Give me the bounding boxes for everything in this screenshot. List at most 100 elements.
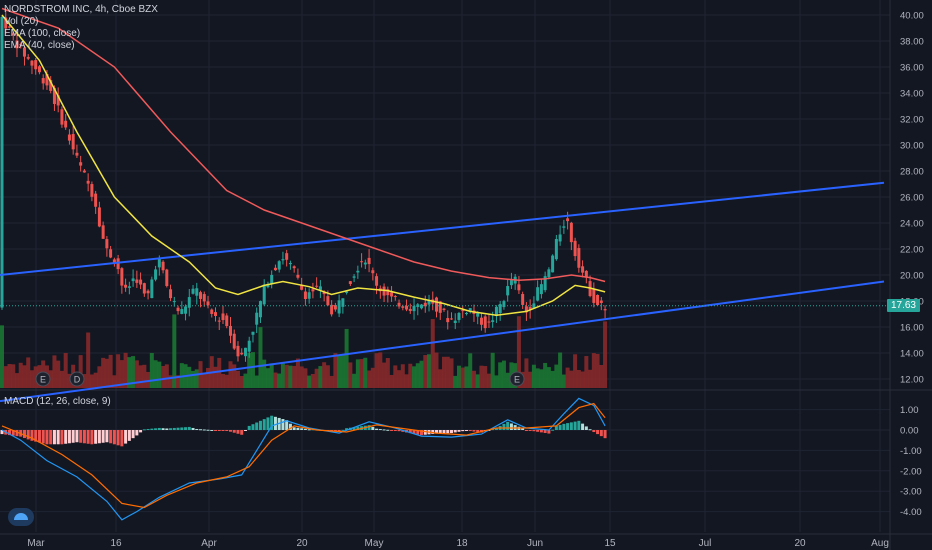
event-marker[interactable]: D bbox=[69, 371, 85, 387]
candle-body bbox=[210, 309, 214, 314]
candle-body bbox=[341, 298, 345, 307]
macd-histogram-bar bbox=[97, 430, 101, 444]
candle-body bbox=[67, 134, 71, 141]
macd-histogram-bar bbox=[468, 430, 472, 432]
candle-body bbox=[240, 352, 244, 355]
candle-body bbox=[363, 262, 367, 265]
macd-histogram-bar bbox=[438, 430, 442, 434]
event-marker[interactable]: E bbox=[35, 371, 51, 387]
candle-body bbox=[296, 274, 300, 278]
macd-histogram-bar bbox=[509, 423, 513, 430]
macd-histogram-bar bbox=[67, 430, 71, 444]
volume-bar bbox=[535, 368, 540, 388]
volume-bar bbox=[194, 369, 199, 388]
candle-body bbox=[127, 286, 131, 288]
ema100-line bbox=[1, 7, 606, 283]
macd-histogram-bar bbox=[573, 421, 577, 430]
tradingview-logo-icon[interactable] bbox=[8, 508, 34, 526]
candle-body bbox=[603, 309, 607, 311]
candle-body bbox=[303, 291, 307, 300]
volume-legend[interactable]: Vol (20) bbox=[4, 16, 39, 27]
event-circle bbox=[35, 371, 51, 387]
volume-bar bbox=[456, 365, 461, 388]
candle-body bbox=[60, 109, 64, 125]
ema40-legend[interactable]: EMA (40, close) bbox=[4, 40, 75, 51]
volume-bar bbox=[531, 364, 536, 388]
candle-body bbox=[577, 248, 581, 268]
ema100-legend[interactable]: EMA (100, close) bbox=[4, 28, 81, 39]
volume-bar bbox=[423, 355, 428, 388]
candle-body bbox=[438, 301, 442, 313]
volume-bar bbox=[588, 369, 593, 388]
volume-bar bbox=[573, 354, 578, 388]
candle-body bbox=[315, 285, 319, 287]
macd-histogram-bar bbox=[112, 430, 116, 445]
candle-body bbox=[397, 302, 401, 307]
candle-body bbox=[236, 345, 240, 357]
event-marker[interactable]: E bbox=[509, 371, 525, 387]
candle-body bbox=[82, 170, 86, 173]
macd-histogram-bar bbox=[228, 430, 232, 432]
macd-histogram-bar bbox=[247, 425, 251, 430]
candle-body bbox=[247, 340, 251, 352]
volume-bar bbox=[445, 356, 450, 388]
event-label: D bbox=[74, 375, 81, 385]
volume-bar bbox=[464, 366, 469, 388]
candle-body bbox=[532, 303, 536, 309]
macd-histogram-bar bbox=[71, 430, 75, 443]
price-tick-label: 28.00 bbox=[900, 167, 924, 178]
candle-body bbox=[393, 296, 397, 298]
volume-bar bbox=[389, 374, 394, 388]
event-circle bbox=[509, 371, 525, 387]
time-tick-label: Apr bbox=[201, 538, 217, 549]
macd-histogram-bar bbox=[300, 428, 304, 430]
macd-histogram-bar bbox=[341, 429, 345, 431]
volume-bar bbox=[243, 373, 248, 388]
candle-body bbox=[22, 47, 26, 57]
volume-bar bbox=[250, 352, 255, 388]
volume-bar bbox=[221, 373, 225, 388]
macd-tick-label: -1.00 bbox=[900, 446, 922, 457]
macd-histogram-bar bbox=[524, 430, 528, 431]
macd-histogram-bar bbox=[22, 430, 26, 439]
volume-bar bbox=[0, 325, 4, 388]
candle-body bbox=[554, 239, 558, 260]
price-tick-label: 36.00 bbox=[900, 63, 924, 74]
volume-bar bbox=[427, 354, 432, 388]
candle-body bbox=[262, 284, 266, 305]
volume-bar bbox=[322, 362, 327, 388]
macd-histogram-bar bbox=[82, 430, 86, 444]
symbol-title[interactable]: NORDSTROM INC, 4h, Cboe BZX bbox=[4, 4, 158, 15]
macd-histogram-bar bbox=[236, 430, 240, 434]
macd-histogram-bar bbox=[240, 430, 244, 435]
volume-bar bbox=[591, 353, 596, 388]
volume-bar bbox=[580, 371, 585, 388]
volume-bar bbox=[524, 358, 529, 388]
volume-bar bbox=[164, 364, 169, 388]
candle-body bbox=[521, 294, 525, 305]
macd-histogram-bar bbox=[464, 430, 468, 431]
candle-body bbox=[270, 274, 274, 284]
volume-bar bbox=[603, 321, 608, 388]
macd-histogram-bar bbox=[214, 430, 218, 431]
event-circle bbox=[69, 371, 85, 387]
macd-histogram-bar bbox=[251, 424, 255, 430]
candle-body bbox=[543, 276, 547, 291]
candle-body bbox=[273, 267, 277, 271]
volume-bar bbox=[554, 364, 559, 388]
macd-legend[interactable]: MACD (12, 26, close, 9) bbox=[4, 396, 111, 407]
macd-histogram-bar bbox=[307, 429, 311, 431]
volume-bar bbox=[146, 371, 151, 388]
volume-bar bbox=[157, 361, 162, 388]
volume-bar bbox=[153, 360, 158, 388]
macd-histogram-bar bbox=[49, 430, 53, 445]
candles bbox=[0, 9, 607, 362]
volume-bar bbox=[149, 352, 154, 388]
price-tick-label: 26.00 bbox=[900, 193, 924, 204]
volume-bar bbox=[172, 314, 177, 388]
macd-histogram-bar bbox=[34, 430, 38, 442]
volume-bar bbox=[262, 359, 267, 388]
macd-histogram-bar bbox=[491, 429, 495, 431]
macd-histogram-bar bbox=[502, 423, 506, 430]
